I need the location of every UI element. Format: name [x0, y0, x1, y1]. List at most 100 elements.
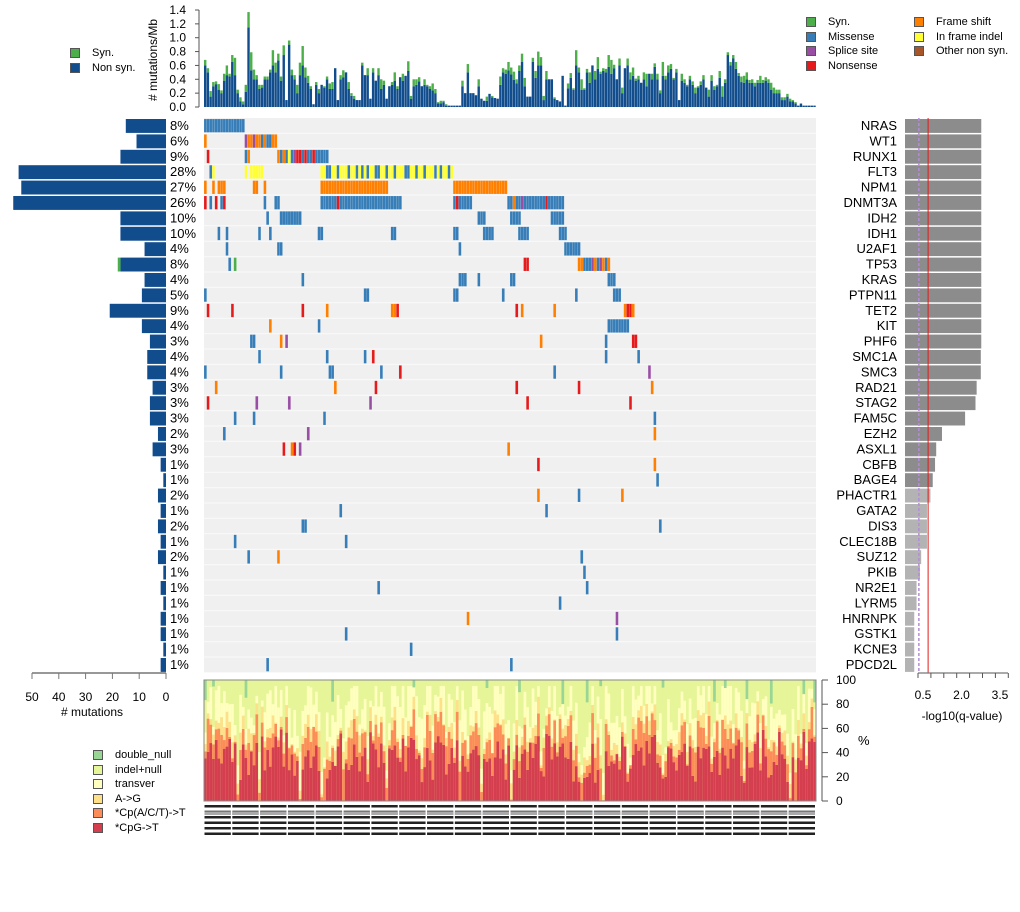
spectrum-a-g [461, 731, 464, 743]
tmb-bar-nonsyn [358, 100, 361, 107]
gene-name-label: PHF6 [864, 334, 897, 349]
tmb-bar-nonsyn [756, 82, 759, 107]
mutation-cell [298, 211, 302, 225]
spectrum-cp-act-t [702, 727, 705, 748]
mutation-cell [452, 195, 456, 210]
spectrum-a-g [539, 765, 543, 768]
spectrum-transver [388, 723, 391, 741]
spectrum-a-g [285, 705, 288, 718]
spectrum-cpg-t [799, 760, 803, 801]
spectrum-transver [547, 686, 551, 708]
mutation-cell [268, 319, 272, 333]
spectrum-a-g [593, 743, 597, 758]
spectrum-a-g [588, 756, 592, 765]
spectrum-cp-act-t [428, 730, 432, 761]
tmb-bar-syn [618, 58, 621, 66]
spectrum-cp-act-t [217, 728, 221, 759]
gene-count-bar [163, 596, 166, 611]
spectrum-transver [350, 688, 353, 721]
spectrum-cp-act-t [623, 745, 627, 747]
spectrum-cp-act-t [780, 741, 784, 755]
tmb-bar-nonsyn [388, 86, 391, 107]
spectrum-a-g [434, 711, 437, 715]
sample-label-stripe [538, 816, 565, 819]
spectrum-cp-act-t [236, 794, 240, 801]
mutation-cell [412, 165, 416, 179]
tmb-bar-syn [542, 95, 545, 101]
spectrum-a-g [222, 727, 226, 741]
tmb-bar-nonsyn [301, 65, 304, 107]
sample-label-stripe [232, 832, 259, 835]
gene-count-bar [160, 504, 166, 518]
tmb-bar-syn [220, 90, 223, 94]
mutation-cell [320, 226, 324, 241]
mutation-cell [263, 134, 267, 148]
sample-label-stripe [371, 827, 398, 830]
qvalue-bar [905, 427, 942, 441]
spectrum-cp-act-t [222, 740, 226, 749]
spectrum-cp-act-t [810, 706, 814, 739]
mutation-cell [501, 288, 505, 302]
mutation-cell [387, 165, 391, 179]
gene-percent-label: 10% [170, 210, 196, 225]
spectrum-cp-act-t [748, 752, 752, 768]
tmb-bar-syn [315, 82, 318, 85]
mutation-cell [293, 149, 297, 164]
spectrum-a-g [612, 742, 616, 761]
spectrum-cpg-t [369, 732, 372, 801]
gene-count-tick-label: 50 [25, 690, 39, 704]
mutation-cell [336, 165, 340, 179]
spectrum-transver [710, 736, 714, 759]
tmb-bar-nonsyn [439, 103, 443, 107]
tmb-bar-nonsyn [317, 93, 321, 107]
spectrum-transver [759, 723, 762, 749]
mutation-cell [206, 396, 210, 410]
mutation-cell [366, 288, 370, 302]
spectrum-a-g [499, 724, 502, 726]
spectrum-transver [488, 706, 492, 733]
tmb-bar-nonsyn [669, 68, 673, 107]
spectrum-cp-act-t [753, 741, 757, 744]
spectrum-transver [621, 688, 624, 723]
gene-percent-label: 1% [170, 580, 189, 595]
mutation-cell [599, 257, 603, 272]
mutation-cell [244, 134, 248, 148]
spectrum-a-g [209, 719, 213, 725]
mutation-cell [626, 319, 630, 333]
mutation-cell [214, 195, 218, 210]
spectrum-transver [596, 696, 600, 724]
tmb-bar-nonsyn [767, 82, 770, 107]
spectrum-a-g [710, 758, 714, 764]
spectrum-cpg-t [206, 751, 210, 801]
spectrum-cpg-t [212, 759, 215, 801]
qvalue-chart [905, 118, 982, 673]
spectrum-cp-act-t [423, 747, 427, 768]
spectrum-cp-act-t [788, 798, 792, 801]
tmb-bar-nonsyn [794, 103, 797, 107]
gene-percent-label: 2% [170, 518, 189, 533]
spectrum-a-g [556, 742, 559, 753]
spectrum-cp-act-t [556, 752, 559, 757]
mutation-cell [350, 180, 354, 195]
mutation-cell [298, 442, 302, 456]
spectrum-a-g [369, 707, 372, 722]
spectrum-cpg-t [431, 779, 435, 801]
tmb-bar-syn [209, 91, 212, 97]
mutation-cell [331, 180, 335, 195]
spectrum-cpg-t [325, 778, 329, 801]
gene-name-label: PTPN11 [849, 287, 897, 302]
spectrum-cpg-t [339, 733, 343, 801]
spectrum-cpg-t [542, 776, 546, 801]
mutation-cell [626, 303, 630, 318]
gene-count-bar [136, 134, 166, 149]
tmb-bar-syn [233, 57, 237, 76]
tmb-bar-nonsyn [488, 93, 491, 107]
mutation-cell [328, 165, 332, 179]
spectrum-transver [588, 722, 592, 757]
spectrum-cp-act-t [745, 723, 749, 748]
tmb-bar-syn [296, 84, 299, 94]
spectrum-transver [423, 705, 427, 739]
spectrum-cp-act-t [751, 751, 754, 768]
spectrum-a-g [463, 739, 467, 741]
mutation-cell [447, 165, 451, 179]
